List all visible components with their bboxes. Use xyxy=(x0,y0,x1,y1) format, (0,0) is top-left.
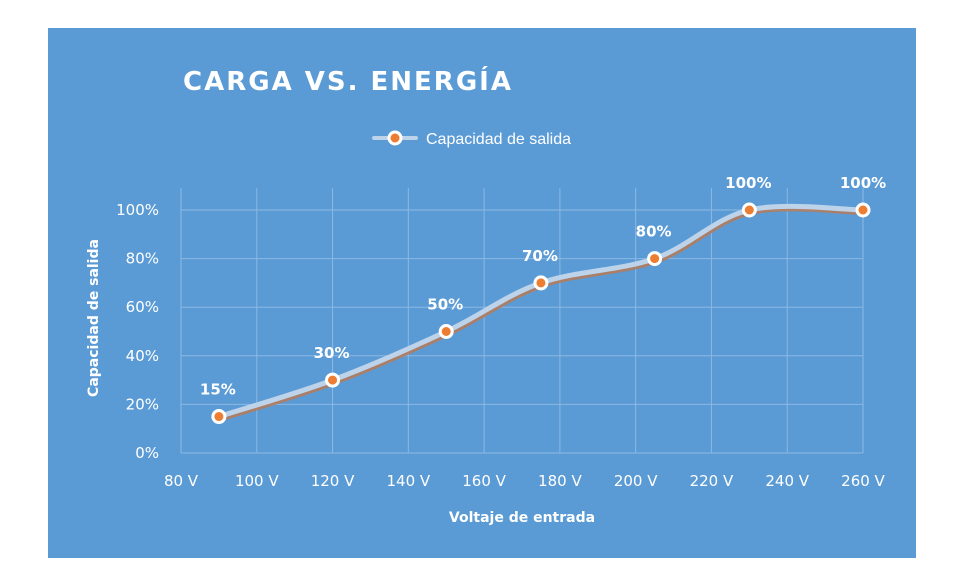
x-tick-label: 160 V xyxy=(462,472,506,490)
y-tick-label: 100% xyxy=(116,201,159,219)
y-tick-label: 20% xyxy=(126,395,159,413)
x-axis-title: Voltaje de entrada xyxy=(449,510,595,526)
y-tick-label: 40% xyxy=(126,347,159,365)
y-tick-label: 60% xyxy=(126,298,159,316)
x-tick-label: 240 V xyxy=(765,472,809,490)
line-chart: CARGA VS. ENERGÍA Capacidad de salida 0%… xyxy=(86,65,886,526)
data-point xyxy=(438,324,454,339)
series-line xyxy=(216,203,866,420)
data-label: 15% xyxy=(200,381,236,399)
data-point xyxy=(325,372,341,388)
x-tick-label: 100 V xyxy=(235,472,279,490)
chart-card: CARGA VS. ENERGÍA Capacidad de salida 0%… xyxy=(48,28,916,558)
data-point xyxy=(647,251,663,267)
data-label: 80% xyxy=(636,223,672,241)
legend: Capacidad de salida xyxy=(372,130,571,148)
x-tick-label: 80 V xyxy=(164,472,199,490)
y-axis-title: Capacidad de salida xyxy=(86,239,102,397)
y-tick-label: 80% xyxy=(126,250,159,268)
y-axis-ticks: 0% 20% 40% 60% 80% 100% xyxy=(116,201,159,462)
x-tick-label: 180 V xyxy=(538,472,582,490)
data-label: 100% xyxy=(840,174,886,192)
data-point xyxy=(211,409,227,425)
data-point xyxy=(855,202,871,218)
x-axis-ticks: 80 V 100 V 120 V 140 V 160 V 180 V 200 V 220 V 2… xyxy=(164,472,886,490)
series-capacidad-de-salida: 15% 30% 50% 70% 80% 100% 100% xyxy=(200,174,886,425)
x-tick-label: 220 V xyxy=(690,472,734,490)
x-tick-label: 140 V xyxy=(386,472,430,490)
legend-entry-label: Capacidad de salida xyxy=(426,131,571,148)
data-label: 100% xyxy=(725,174,771,192)
data-point xyxy=(741,202,757,218)
data-label: 50% xyxy=(427,296,463,314)
chart-title: CARGA VS. ENERGÍA xyxy=(183,65,513,97)
x-tick-label: 200 V xyxy=(614,472,658,490)
gridlines xyxy=(180,188,864,454)
data-label: 70% xyxy=(522,247,558,265)
y-tick-label: 0% xyxy=(135,444,159,462)
data-label: 30% xyxy=(314,344,350,362)
x-tick-label: 260 V xyxy=(841,472,885,490)
data-point xyxy=(533,275,549,291)
x-tick-label: 120 V xyxy=(311,472,355,490)
legend-marker-swatch xyxy=(387,130,403,146)
